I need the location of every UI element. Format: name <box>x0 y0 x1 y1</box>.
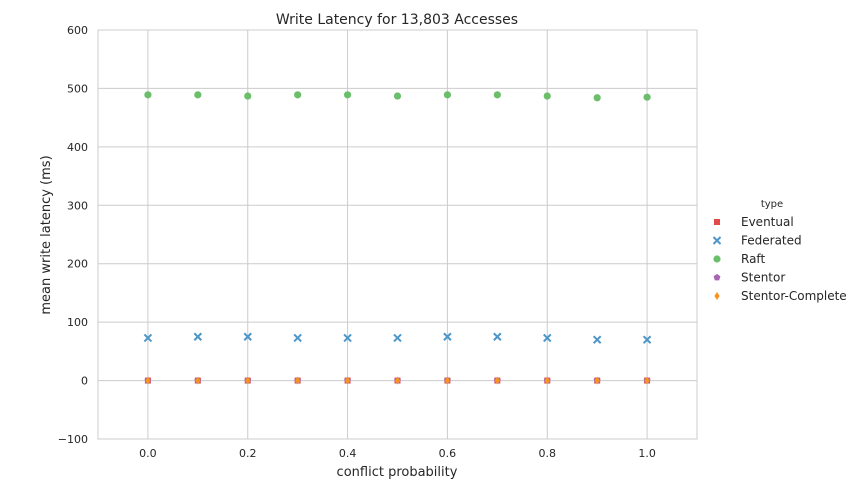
data-point-federated <box>642 335 652 344</box>
data-point-stentor-complete <box>444 376 451 385</box>
data-point-federated <box>393 333 402 343</box>
data-point-stentor-complete <box>544 376 550 385</box>
data-point-raft <box>343 91 352 99</box>
legend-item-eventual: Eventual <box>714 215 794 229</box>
legend-label: Eventual <box>741 215 794 229</box>
data-point-federated <box>493 332 502 341</box>
legend: type Eventual Federated Raft Stentor Stentor… <box>712 199 847 303</box>
data-point-federated <box>293 333 302 343</box>
data-point-raft <box>543 92 551 100</box>
series-federated <box>143 332 652 344</box>
data-points <box>143 91 652 385</box>
data-point-raft <box>244 92 252 100</box>
legend-item-federated: Federated <box>712 234 802 248</box>
x-tick-label: 0.2 <box>239 447 257 460</box>
legend-title: type <box>761 199 783 210</box>
y-tick-label: 500 <box>67 82 88 95</box>
data-point-stentor-complete <box>145 376 151 385</box>
legend-label: Federated <box>741 234 802 248</box>
data-point-federated <box>592 335 602 344</box>
legend-marker-federated <box>712 236 722 245</box>
y-tick-label: 200 <box>67 258 88 271</box>
chart-title: Write Latency for 13,803 Accesses <box>276 12 518 28</box>
data-point-federated <box>543 333 552 343</box>
series-stentor-complete <box>145 376 650 385</box>
data-point-stentor-complete <box>494 376 500 385</box>
y-tick-label: 400 <box>67 141 88 154</box>
legend-item-stentor: Stentor <box>713 271 785 285</box>
data-point-raft <box>443 91 452 99</box>
legend-marker-eventual <box>714 219 720 225</box>
data-point-stentor-complete <box>394 376 401 385</box>
y-tick-label: 600 <box>67 24 88 37</box>
data-point-federated <box>343 333 352 343</box>
legend-marker-stentor-complete <box>714 292 720 300</box>
data-point-raft <box>194 91 202 99</box>
legend-label: Stentor <box>741 271 785 285</box>
legend-item-stentor-complete: Stentor-Complete <box>714 289 847 303</box>
data-point-raft <box>294 91 302 99</box>
data-point-stentor-complete <box>195 376 201 385</box>
x-axis-label: conflict probability <box>337 465 458 480</box>
y-axis-label: mean write latency (ms) <box>39 155 54 314</box>
x-tick-label: 0.6 <box>439 447 457 460</box>
legend-item-raft: Raft <box>713 252 765 266</box>
x-tick-label: 0.8 <box>539 447 557 460</box>
data-point-stentor-complete <box>245 376 251 385</box>
data-point-federated <box>193 332 203 341</box>
y-tick-label: −100 <box>58 433 88 446</box>
data-point-raft <box>643 93 651 101</box>
tick-labels: 0.0 0.2 0.4 0.6 0.8 1.0 −100 0 100 200 300 400 500 60… <box>58 24 656 460</box>
legend-marker-raft <box>713 255 721 263</box>
data-point-raft <box>393 92 402 100</box>
data-point-stentor-complete <box>295 376 301 385</box>
y-tick-label: 0 <box>81 375 88 388</box>
data-point-federated <box>243 332 252 341</box>
y-tick-label: 300 <box>67 199 88 212</box>
legend-label: Raft <box>741 252 765 266</box>
legend-marker-stentor <box>713 273 721 281</box>
data-point-stentor-complete <box>644 376 650 385</box>
x-tick-label: 1.0 <box>638 447 656 460</box>
legend-label: Stentor-Complete <box>741 289 847 303</box>
y-tick-label: 100 <box>67 316 88 329</box>
series-raft <box>144 91 651 102</box>
data-point-raft <box>593 94 601 102</box>
x-tick-label: 0.0 <box>139 447 157 460</box>
data-point-federated <box>143 333 153 343</box>
data-point-federated <box>443 332 452 341</box>
data-point-raft <box>493 91 501 99</box>
data-point-raft <box>144 91 152 99</box>
data-point-stentor-complete <box>344 376 351 385</box>
x-tick-label: 0.4 <box>339 447 357 460</box>
data-point-stentor-complete <box>594 376 600 385</box>
